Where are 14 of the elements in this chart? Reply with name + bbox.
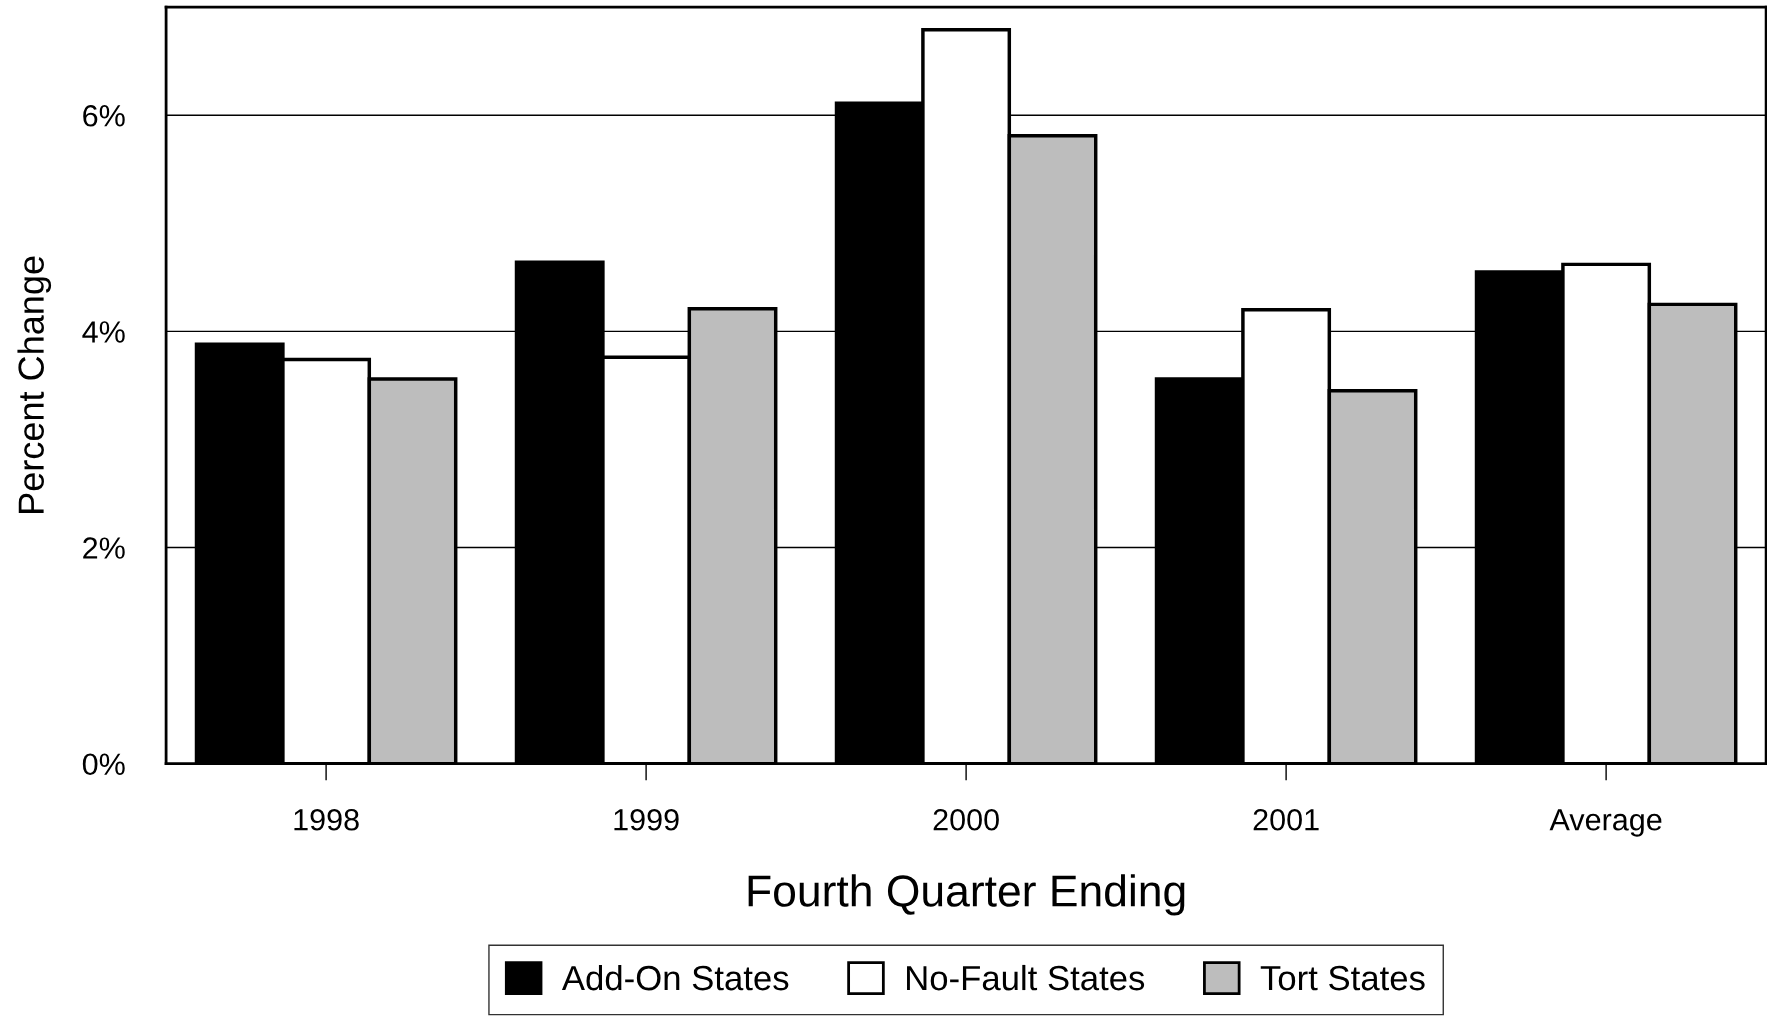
legend-label: Add-On States [561,964,789,991]
x-tick-label: Average [1549,809,1662,837]
y-tick-label: 6% [83,104,125,127]
y-tick-label: 2% [83,537,125,559]
y-tick-label: 0% [82,753,125,776]
legend-label: Tort States [1260,965,1425,991]
x-tick-label: 1999 [614,808,679,831]
x-tick-label: 2001 [1253,808,1319,831]
x-tick-label: 1998 [294,808,359,831]
y-axis-title: Percent Change [17,256,52,513]
x-axis-title: Fourth Quarter Ending [748,874,1185,916]
y-tick-label: 4% [82,321,125,343]
legend-label: No-Fault States [907,964,1145,991]
x-tick-label: 2000 [933,808,999,831]
